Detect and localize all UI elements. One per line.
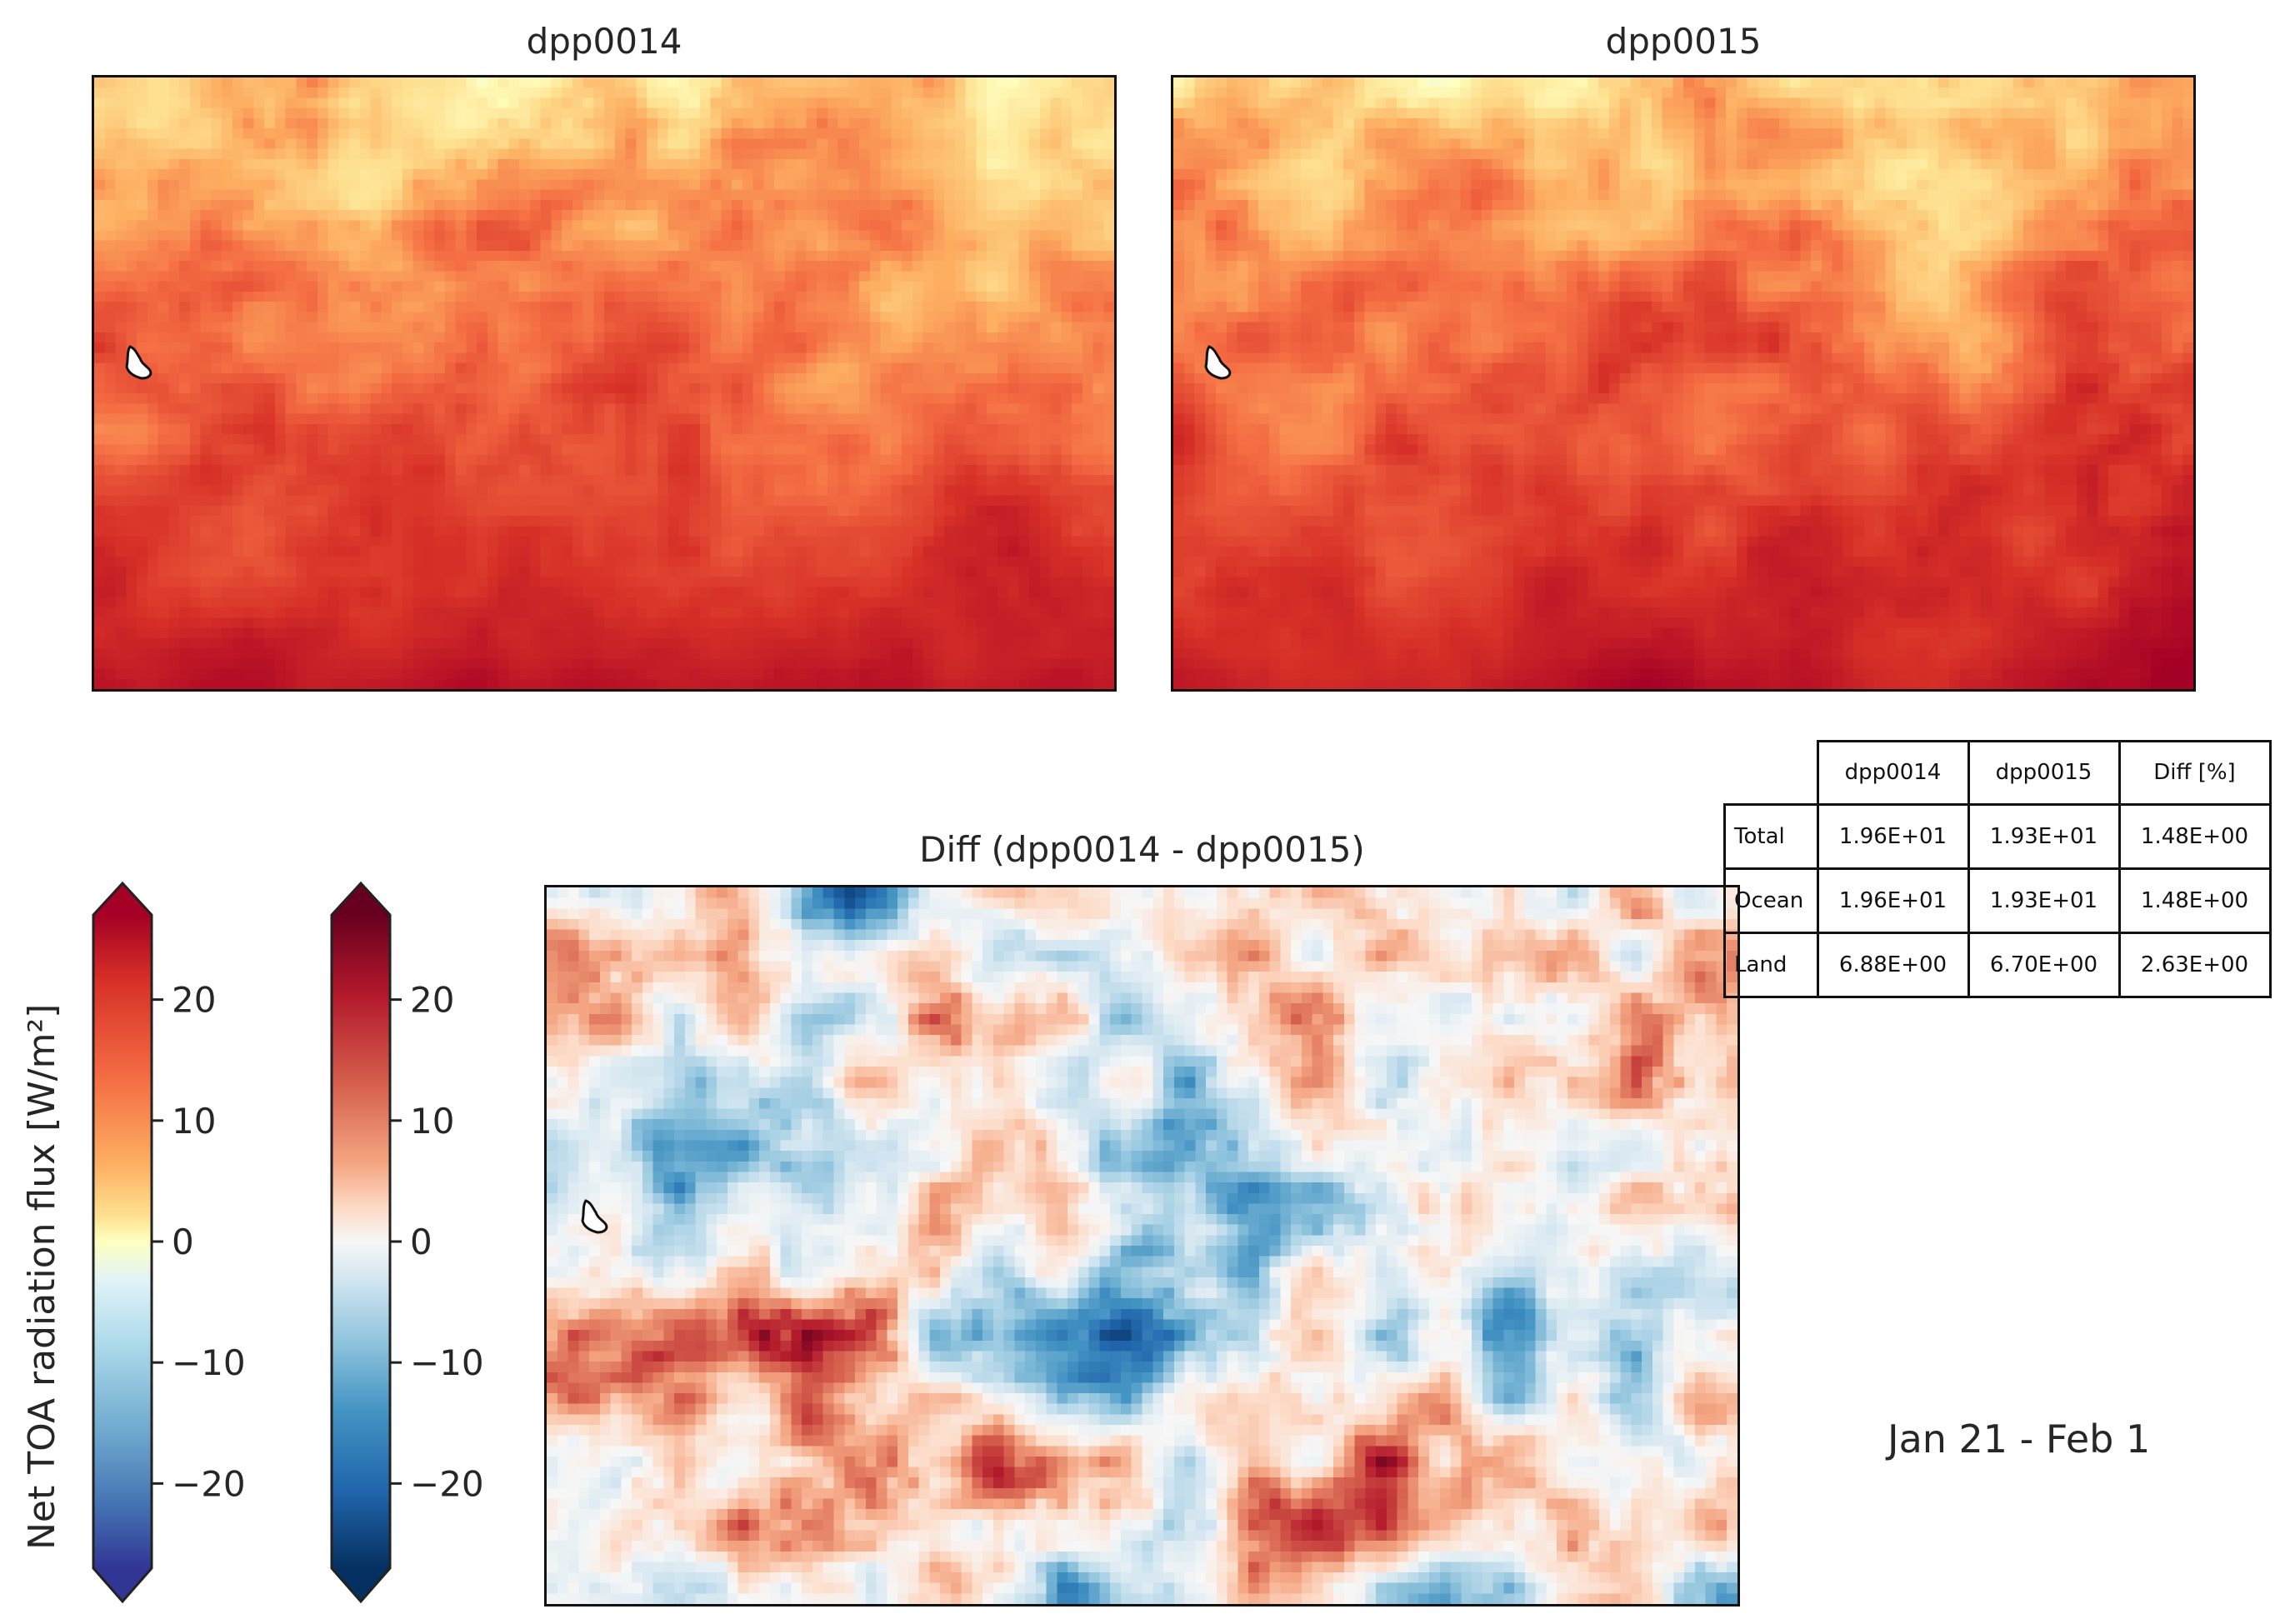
table-cell: 1.93E+01 <box>1967 802 2121 870</box>
colorbar-axis-label: Net TOA radiation flux [W/m²] <box>21 1003 63 1550</box>
table-cell: 1.48E+00 <box>2118 802 2272 870</box>
table-header: dpp0014 <box>1816 740 1970 806</box>
colorbar-left-tick-label: 0 <box>172 1222 194 1262</box>
table-cell: 1.93E+01 <box>1967 867 2121 934</box>
colorbar-right-body <box>332 915 390 1568</box>
heatmap-diff <box>547 887 1738 1604</box>
table-cell: 6.88E+00 <box>1816 931 1970 998</box>
map-title-diff: Diff (dpp0014 - dpp0015) <box>919 829 1365 870</box>
colorbar-right-ticks: 20 10 0 −10 −20 <box>390 980 484 1504</box>
table-cell: 2.63E+00 <box>2118 931 2272 998</box>
colorbar-left-tick-label: −10 <box>172 1342 246 1383</box>
table-cell: 6.70E+00 <box>1967 931 2121 998</box>
colorbar-left-tick-label: 10 <box>172 1101 216 1142</box>
map-title-dpp0014: dpp0014 <box>526 21 682 62</box>
colorbar-right-bottom-extend <box>332 1568 390 1602</box>
table-header: Diff [%] <box>2118 740 2272 806</box>
colorbar-left-bottom-extend <box>93 1568 152 1602</box>
colorbar-right-tick-label: 20 <box>410 980 454 1021</box>
colorbar-right-tick-label: 0 <box>410 1222 432 1262</box>
colorbar-right-tick-label: −10 <box>410 1342 484 1383</box>
colorbar-left-ticks: 20 10 0 −10 −20 <box>152 980 246 1504</box>
table-cell: 1.48E+00 <box>2118 867 2272 934</box>
table-row: Total 1.96E+01 1.93E+01 1.48E+00 <box>1723 802 2272 870</box>
table-cell: 1.96E+01 <box>1816 802 1970 870</box>
colorbar-left-tick-label: −20 <box>172 1463 246 1504</box>
colorbar-right-tick-label: −20 <box>410 1463 484 1504</box>
heatmap-dpp0014 <box>94 77 1114 689</box>
colorbar-left-tick-label: 20 <box>172 980 216 1021</box>
colorbar-left-top-extend <box>93 883 152 915</box>
table-row-label: Land <box>1723 931 1819 998</box>
map-diff <box>544 885 1740 1607</box>
map-title-dpp0015: dpp0015 <box>1605 21 1762 62</box>
stats-table: dpp0014 dpp0015 Diff [%] Total 1.96E+01 … <box>1723 740 2272 998</box>
table-row-label: Ocean <box>1723 867 1819 934</box>
table-row-label: Total <box>1723 802 1819 870</box>
map-dpp0015 <box>1171 75 2196 692</box>
colorbar-left-body <box>93 915 152 1568</box>
table-header-row: dpp0014 dpp0015 Diff [%] <box>1724 740 2272 806</box>
table-corner <box>1724 741 1819 806</box>
colorbar-right-tick-label: 10 <box>410 1101 454 1142</box>
heatmap-dpp0015 <box>1173 77 2193 689</box>
table-row: Ocean 1.96E+01 1.93E+01 1.48E+00 <box>1723 867 2272 934</box>
table-cell: 1.96E+01 <box>1816 867 1970 934</box>
table-row: Land 6.88E+00 6.70E+00 2.63E+00 <box>1723 931 2272 998</box>
colorbar-right-top-extend <box>332 883 390 915</box>
map-dpp0014 <box>92 75 1117 692</box>
date-range-label: Jan 21 - Feb 1 <box>1888 1417 2151 1462</box>
table-header: dpp0015 <box>1967 740 2121 806</box>
